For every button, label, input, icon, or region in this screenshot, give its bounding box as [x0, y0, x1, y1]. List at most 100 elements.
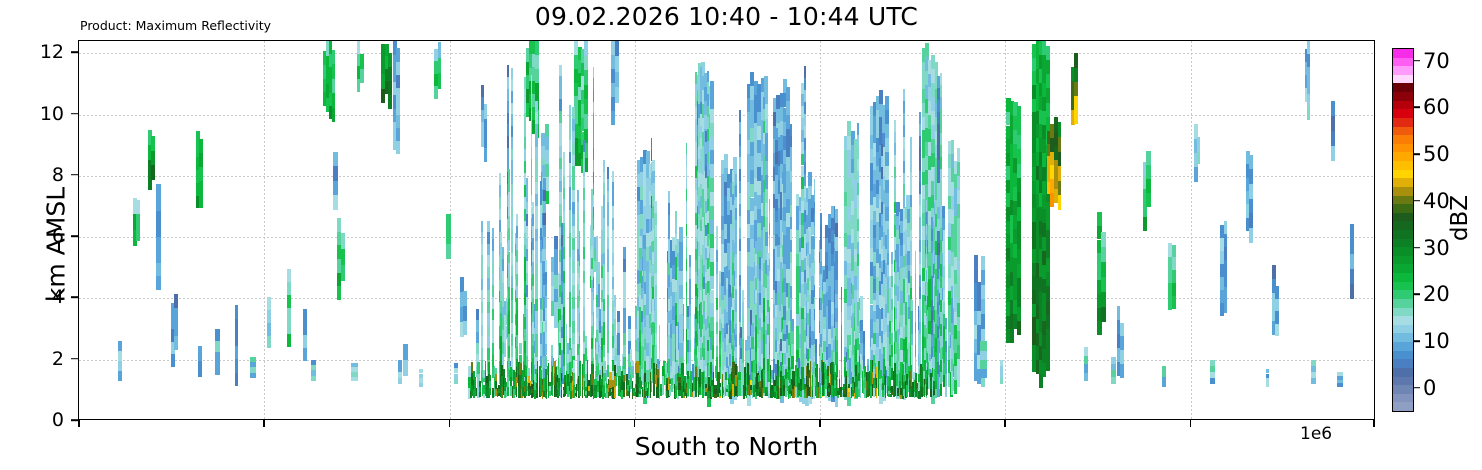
reflectivity-cell: [384, 43, 389, 57]
reflectivity-cell: [682, 316, 685, 329]
reflectivity-cell: [746, 321, 751, 336]
reflectivity-cell: [672, 361, 677, 376]
reflectivity-cell: [707, 392, 711, 407]
reflectivity-cell: [700, 278, 703, 290]
reflectivity-cell: [584, 143, 588, 158]
reflectivity-cell: [1017, 235, 1022, 250]
reflectivity-cell: [980, 368, 987, 379]
reflectivity-cell: [1035, 360, 1040, 375]
reflectivity-cell: [706, 152, 710, 165]
reflectivity-cell: [535, 147, 539, 159]
reflectivity-cell: [738, 133, 741, 146]
reflectivity-cell: [850, 313, 855, 328]
reflectivity-cell: [710, 94, 714, 109]
reflectivity-cell: [597, 329, 600, 341]
reflectivity-cell: [562, 354, 565, 367]
reflectivity-cell: [754, 265, 758, 279]
reflectivity-cell: [498, 196, 501, 209]
reflectivity-cell: [700, 90, 703, 103]
reflectivity-cell: [950, 140, 955, 155]
reflectivity-cell: [580, 90, 585, 104]
reflectivity-cell: [727, 242, 731, 257]
reflectivity-cell: [808, 315, 812, 327]
reflectivity-cell: [850, 257, 855, 272]
reflectivity-cell: [541, 358, 545, 371]
reflectivity-cell: [716, 321, 719, 334]
reflectivity-cell: [789, 228, 792, 241]
reflectivity-cell: [613, 375, 616, 388]
reflectivity-cell: [602, 275, 606, 288]
reflectivity-cell: [506, 325, 509, 338]
reflectivity-cell: [928, 128, 932, 143]
reflectivity-cell: [943, 241, 945, 254]
reflectivity-cell: [623, 308, 626, 321]
reflectivity-cell: [607, 365, 609, 377]
reflectivity-cell: [652, 264, 655, 276]
reflectivity-cell: [592, 311, 595, 324]
reflectivity-cell: [882, 297, 886, 310]
reflectivity-cell: [650, 265, 653, 277]
reflectivity-cell: [714, 369, 718, 374]
reflectivity-cell: [668, 263, 671, 276]
reflectivity-cell: [696, 113, 699, 125]
reflectivity-cell: [885, 179, 889, 194]
reflectivity-cell: [1035, 82, 1040, 97]
reflectivity-cell: [870, 148, 874, 163]
reflectivity-cell: [1045, 357, 1050, 372]
reflectivity-cell: [610, 380, 614, 389]
reflectivity-cell: [1017, 163, 1022, 178]
reflectivity-cell: [501, 270, 504, 283]
reflectivity-cell: [706, 82, 710, 94]
reflectivity-cell: [634, 362, 638, 374]
reflectivity-cell: [735, 346, 738, 359]
reflectivity-cell: [775, 175, 778, 188]
reflectivity-cell: [753, 206, 758, 221]
reflectivity-cell: [580, 103, 585, 118]
reflectivity-cell: [813, 237, 816, 250]
reflectivity-cell: [696, 182, 699, 195]
reflectivity-cell: [904, 289, 908, 302]
reflectivity-cell: [706, 70, 710, 83]
reflectivity-cell: [498, 302, 501, 314]
reflectivity-cell: [583, 235, 585, 248]
reflectivity-cell: [532, 67, 536, 81]
reflectivity-cell: [596, 282, 599, 295]
reflectivity-cell: [685, 212, 688, 225]
reflectivity-cell: [560, 257, 564, 270]
reflectivity-cell: [750, 211, 755, 226]
reflectivity-cell: [919, 123, 921, 136]
reflectivity-cell: [613, 343, 616, 356]
reflectivity-cell: [695, 83, 698, 96]
reflectivity-cell: [543, 201, 546, 214]
reflectivity-cell: [388, 53, 393, 68]
reflectivity-cell: [544, 319, 548, 332]
reflectivity-cell: [597, 306, 600, 319]
reflectivity-cell: [933, 345, 936, 358]
reflectivity-cell: [882, 231, 886, 246]
reflectivity-cell: [492, 273, 495, 286]
reflectivity-cell: [1032, 317, 1037, 331]
reflectivity-cell: [580, 62, 585, 77]
reflectivity-cell: [1101, 291, 1106, 307]
reflectivity-cell: [930, 217, 933, 230]
reflectivity-cell: [516, 334, 519, 347]
reflectivity-cell: [602, 345, 606, 357]
reflectivity-cell: [1046, 168, 1051, 182]
reflectivity-cell: [687, 340, 690, 352]
reflectivity-cell: [1057, 195, 1062, 210]
reflectivity-cell: [1168, 283, 1173, 297]
reflectivity-cell: [1111, 363, 1116, 371]
reflectivity-cell: [676, 348, 678, 360]
reflectivity-cell: [940, 109, 943, 121]
reflectivity-cell: [530, 134, 533, 147]
reflectivity-cell: [1220, 224, 1225, 238]
reflectivity-cell: [574, 96, 579, 111]
reflectivity-cell: [872, 321, 876, 333]
reflectivity-cell: [596, 235, 599, 248]
reflectivity-cell: [532, 286, 535, 299]
reflectivity-cell: [322, 51, 327, 65]
reflectivity-cell: [934, 227, 939, 242]
reflectivity-cell: [1142, 216, 1148, 231]
reflectivity-cell: [947, 318, 952, 333]
reflectivity-cell: [453, 373, 458, 379]
